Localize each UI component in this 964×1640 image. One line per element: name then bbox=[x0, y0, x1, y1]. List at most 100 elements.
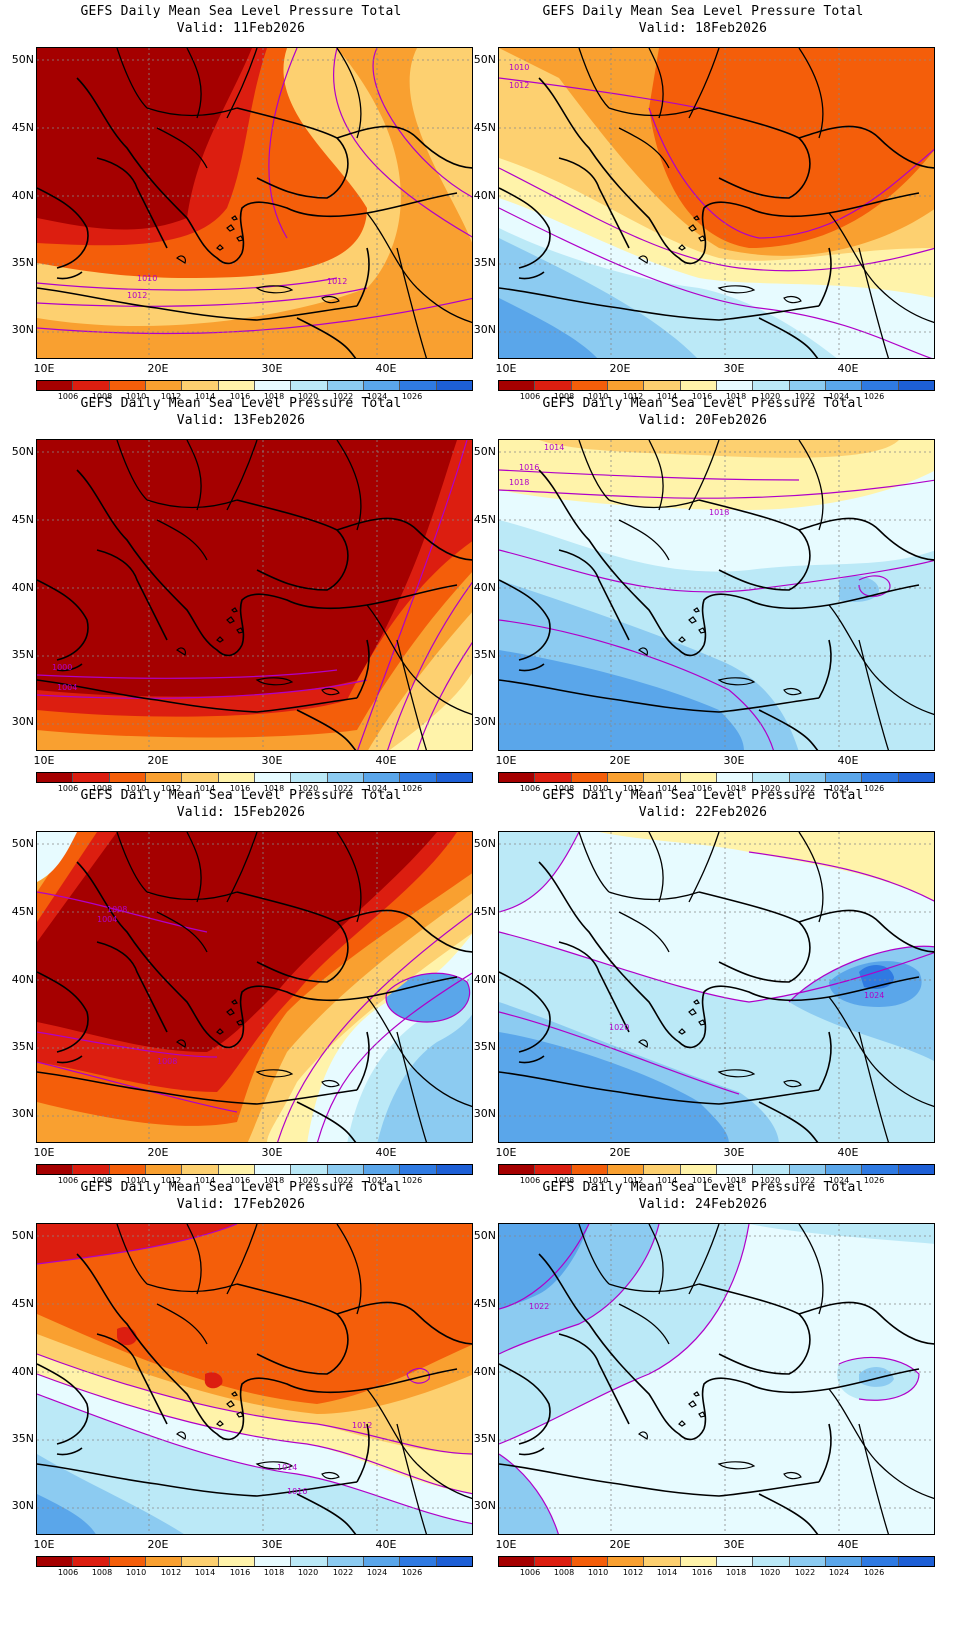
colorbar-label: 1022 bbox=[332, 784, 354, 793]
colorbar-swatch bbox=[789, 1165, 826, 1174]
isobar-line bbox=[37, 679, 368, 699]
isobar-label: 1012 bbox=[327, 277, 347, 286]
pressure-band bbox=[499, 440, 934, 510]
colorbar-swatch bbox=[825, 1557, 863, 1566]
colorbar-swatch bbox=[680, 1165, 717, 1174]
country-border bbox=[416, 287, 472, 324]
coastline bbox=[701, 192, 920, 254]
colorbar-swatch bbox=[535, 1557, 572, 1566]
colorbar-label: 1026 bbox=[863, 392, 885, 401]
coastline bbox=[499, 187, 551, 269]
latitude-tick-label: 50N bbox=[11, 53, 34, 66]
isobar-line bbox=[648, 107, 934, 239]
island bbox=[216, 1028, 224, 1035]
colorbar-swatch bbox=[644, 1165, 681, 1174]
colorbar-swatch bbox=[436, 381, 472, 390]
colorbar-swatch bbox=[363, 1557, 401, 1566]
island bbox=[698, 1019, 706, 1026]
pressure-band bbox=[386, 973, 470, 1022]
isobar-line bbox=[37, 277, 338, 291]
country-border bbox=[878, 679, 934, 716]
latitude-tick-label: 35N bbox=[473, 648, 496, 661]
coastline bbox=[701, 1368, 920, 1430]
country-border bbox=[858, 1423, 890, 1534]
coastline bbox=[538, 469, 705, 657]
isobar-line bbox=[788, 945, 934, 1003]
coastline bbox=[499, 971, 551, 1053]
country-border bbox=[156, 911, 208, 953]
coastline bbox=[818, 247, 832, 307]
isobar-line bbox=[357, 440, 468, 750]
isobar-line bbox=[37, 297, 472, 335]
latitude-tick-label: 45N bbox=[473, 121, 496, 134]
colorbar-swatch bbox=[400, 1557, 437, 1566]
isobar-label: 1018 bbox=[509, 478, 529, 487]
pressure-field-svg: 1022 bbox=[499, 1224, 934, 1534]
colorbar-label: 1026 bbox=[863, 1568, 885, 1577]
island bbox=[678, 1028, 686, 1035]
longitude-tick-label: 10E bbox=[495, 754, 517, 767]
colorbar-swatch bbox=[291, 381, 328, 390]
colorbar-swatch bbox=[218, 1557, 255, 1566]
colorbar-swatch bbox=[571, 1557, 608, 1566]
country-border bbox=[226, 832, 258, 903]
coastline bbox=[499, 1463, 820, 1497]
isobar-line bbox=[499, 549, 934, 593]
longitude-tick-label: 10E bbox=[33, 362, 55, 375]
colorbar-swatch bbox=[218, 773, 255, 782]
colorbar-label: 1024 bbox=[828, 784, 850, 793]
colorbar-swatch bbox=[716, 773, 754, 782]
colorbar-label: 1010 bbox=[125, 1176, 147, 1185]
longitude-tick-label: 20E bbox=[609, 1538, 631, 1551]
isobar-label: 1012 bbox=[509, 81, 529, 90]
longitude-tick-label: 30E bbox=[723, 754, 745, 767]
coastline bbox=[499, 287, 820, 321]
coastline bbox=[558, 157, 630, 249]
colorbar-swatch bbox=[825, 381, 863, 390]
colorbar-label: 1010 bbox=[125, 1568, 147, 1577]
coastline bbox=[518, 1055, 545, 1064]
coastline bbox=[499, 1363, 551, 1445]
colorbar-swatch bbox=[109, 381, 146, 390]
colorbar-swatch bbox=[436, 1165, 472, 1174]
country-border bbox=[186, 48, 202, 119]
coastline bbox=[236, 499, 349, 591]
latitude-tick-label: 40N bbox=[473, 581, 496, 594]
colorbar-swatch bbox=[436, 773, 472, 782]
colorbar-label: 1010 bbox=[125, 784, 147, 793]
longitude-tick-label: 40E bbox=[837, 1538, 859, 1551]
colorbar-swatch bbox=[571, 1165, 608, 1174]
colorbar-label: 1020 bbox=[297, 784, 319, 793]
island bbox=[231, 607, 238, 613]
island bbox=[231, 215, 238, 221]
island bbox=[693, 999, 700, 1005]
pressure-band bbox=[649, 48, 934, 248]
isobar-line bbox=[37, 669, 338, 679]
colorbar-swatch bbox=[291, 1557, 328, 1566]
longitude-tick-label: 40E bbox=[375, 754, 397, 767]
pressure-band bbox=[204, 1372, 223, 1389]
country-border bbox=[578, 48, 610, 109]
pressure-band bbox=[539, 440, 899, 458]
coastline bbox=[239, 584, 458, 646]
longitude-tick-label: 20E bbox=[147, 1146, 169, 1159]
coastline bbox=[76, 469, 243, 657]
isobar-line bbox=[37, 891, 208, 933]
colorbar-label: 1024 bbox=[828, 1176, 850, 1185]
colorbar-label: 1024 bbox=[366, 392, 388, 401]
colorbar-swatch bbox=[716, 1165, 754, 1174]
latitude-tick-label: 45N bbox=[473, 1297, 496, 1310]
colorbar-swatch bbox=[607, 773, 645, 782]
latitude-tick-label: 35N bbox=[473, 256, 496, 269]
pressure-map: 1022 bbox=[498, 1223, 935, 1535]
country-border bbox=[828, 1388, 880, 1465]
coastline bbox=[758, 317, 819, 358]
island bbox=[231, 999, 238, 1005]
coastline bbox=[538, 1253, 705, 1441]
colorbar-swatch bbox=[327, 1165, 364, 1174]
isobar-label: 1012 bbox=[352, 1421, 372, 1430]
colorbar-label: 1016 bbox=[691, 1176, 713, 1185]
longitude-tick-label: 30E bbox=[261, 362, 283, 375]
country-border bbox=[648, 832, 664, 903]
